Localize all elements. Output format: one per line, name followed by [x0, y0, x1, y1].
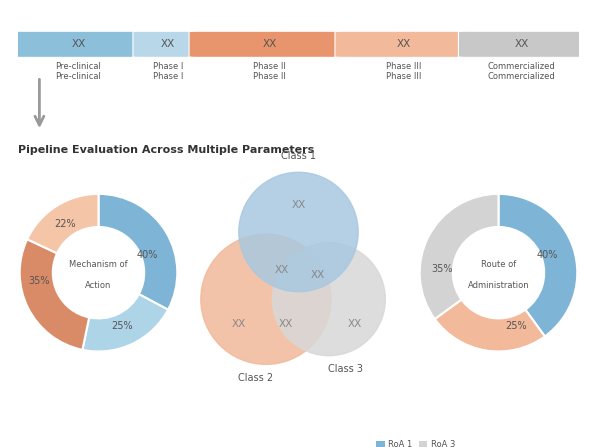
Text: Pre-clinical: Pre-clinical [56, 62, 101, 71]
Text: 40%: 40% [137, 250, 158, 260]
FancyBboxPatch shape [335, 31, 473, 57]
Wedge shape [99, 194, 177, 310]
Wedge shape [498, 194, 577, 337]
Text: XX: XX [161, 39, 176, 49]
Text: Pre-clinical: Pre-clinical [56, 72, 101, 81]
Text: Route of: Route of [481, 260, 516, 269]
Text: Class 2: Class 2 [238, 373, 273, 383]
Text: 25%: 25% [111, 321, 133, 331]
Text: Phase I: Phase I [153, 62, 183, 71]
Text: Phase III: Phase III [386, 72, 421, 81]
Text: Phase II: Phase II [253, 62, 286, 71]
Legend: RoA 1, RoA 2, RoA 3: RoA 1, RoA 2, RoA 3 [373, 437, 458, 447]
Text: XX: XX [262, 39, 276, 49]
Wedge shape [27, 194, 99, 253]
Text: XX: XX [291, 200, 306, 210]
Text: 40%: 40% [537, 250, 558, 260]
Text: 25%: 25% [505, 321, 527, 331]
Text: Class 1: Class 1 [281, 152, 316, 161]
Text: Phase I: Phase I [153, 72, 183, 81]
FancyBboxPatch shape [133, 31, 204, 57]
Circle shape [239, 172, 358, 291]
Text: Class 3: Class 3 [328, 364, 362, 375]
Wedge shape [420, 194, 498, 319]
Text: Administration: Administration [467, 281, 530, 290]
Wedge shape [82, 294, 168, 351]
Text: Mechanism of: Mechanism of [69, 260, 128, 269]
Text: XX: XX [311, 270, 325, 280]
Text: XX: XX [397, 39, 411, 49]
Circle shape [201, 234, 331, 364]
Text: 35%: 35% [29, 275, 50, 286]
Text: XX: XX [232, 319, 246, 329]
FancyBboxPatch shape [189, 31, 350, 57]
Text: Phase II: Phase II [253, 72, 286, 81]
Wedge shape [435, 299, 545, 351]
Text: 35%: 35% [431, 264, 453, 274]
Wedge shape [20, 239, 89, 350]
Text: XX: XX [348, 319, 362, 329]
FancyBboxPatch shape [458, 31, 585, 57]
Text: Commercialized: Commercialized [488, 72, 556, 81]
Text: Pipeline Evaluation Across Multiple Parameters: Pipeline Evaluation Across Multiple Para… [18, 145, 314, 155]
Text: XX: XX [72, 39, 85, 49]
Text: Phase III: Phase III [386, 62, 421, 71]
FancyBboxPatch shape [10, 31, 147, 57]
Circle shape [272, 243, 385, 356]
Text: XX: XX [275, 265, 290, 275]
Text: XX: XX [278, 319, 293, 329]
Text: Commercialized: Commercialized [488, 62, 556, 71]
Text: 22%: 22% [54, 219, 76, 229]
Text: Action: Action [85, 281, 112, 290]
Text: XX: XX [515, 39, 529, 49]
